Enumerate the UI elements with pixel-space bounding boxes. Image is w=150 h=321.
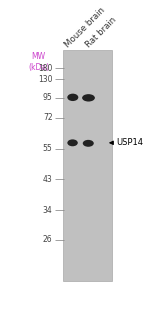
Text: 180: 180: [38, 64, 52, 73]
Text: 34: 34: [43, 206, 52, 215]
Ellipse shape: [67, 139, 78, 146]
Text: 130: 130: [38, 75, 52, 84]
Ellipse shape: [82, 94, 95, 101]
Bar: [63, 50, 112, 281]
Text: 72: 72: [43, 113, 52, 122]
Text: 95: 95: [43, 93, 52, 102]
Ellipse shape: [67, 94, 78, 101]
Text: Mouse brain: Mouse brain: [64, 6, 107, 50]
Ellipse shape: [83, 140, 94, 147]
Text: MW
(kDa): MW (kDa): [28, 52, 49, 72]
Text: 43: 43: [43, 175, 52, 184]
Text: 26: 26: [43, 236, 52, 245]
Text: USP14: USP14: [116, 138, 143, 147]
Text: 55: 55: [43, 144, 52, 153]
Text: Rat brain: Rat brain: [84, 15, 119, 50]
